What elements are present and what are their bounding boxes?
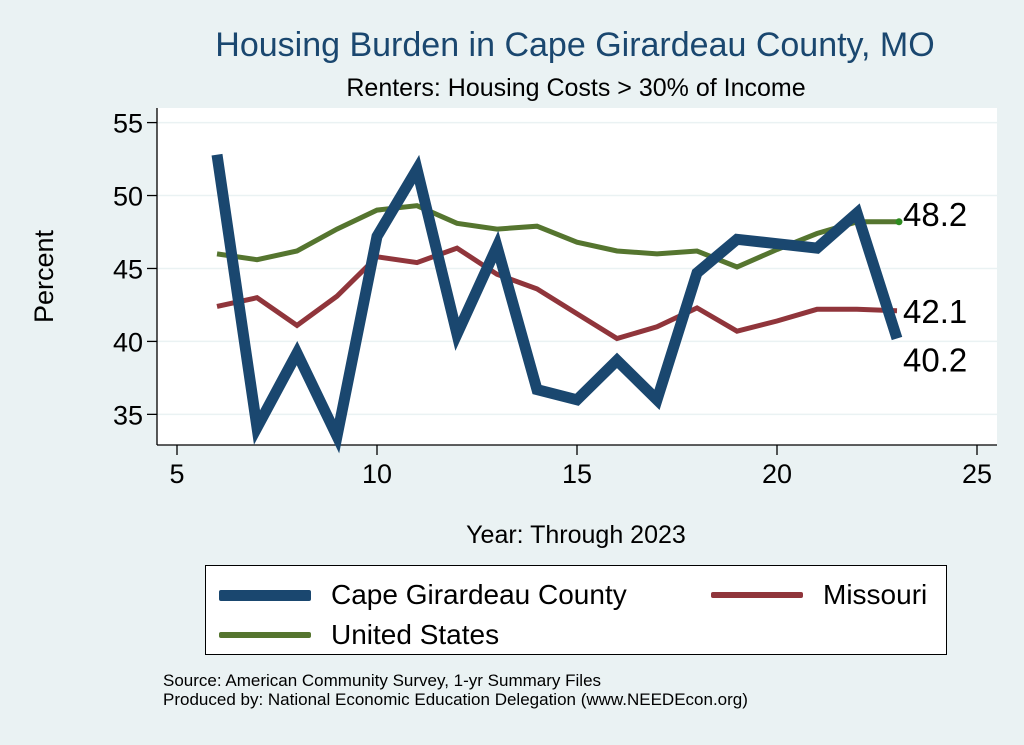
y-tick-label: 45: [113, 254, 143, 284]
chart-title: Housing Burden in Cape Girardeau County,…: [215, 26, 935, 64]
x-tick-label: 15: [562, 459, 592, 489]
producer-line: Produced by: National Economic Education…: [163, 690, 748, 709]
y-axis-title: Percent: [29, 229, 59, 323]
end-label-united-states: 48.2: [903, 196, 967, 233]
legend-swatch-missouri: [711, 592, 803, 598]
x-tick-label: 10: [362, 459, 392, 489]
legend-item-cape-girardeau: Cape Girardeau County: [219, 579, 627, 611]
y-tick-label: 55: [113, 109, 143, 139]
legend-item-missouri: Missouri: [711, 579, 927, 611]
end-label-cape-girardeau: 40.2: [903, 342, 967, 379]
legend-label: United States: [331, 619, 500, 650]
x-tick-label: 5: [169, 459, 184, 489]
end-label-missouri: 42.1: [903, 293, 967, 330]
x-tick-label: 20: [762, 459, 792, 489]
plot-area: [157, 108, 997, 445]
y-tick-label: 40: [113, 327, 143, 357]
y-tick-label: 35: [113, 400, 143, 430]
source-line: Source: American Community Survey, 1-yr …: [163, 671, 602, 690]
x-tick-label: 25: [962, 459, 992, 489]
series-line-cape-girardeau: [211, 153, 903, 454]
y-tick-label: 50: [113, 182, 143, 212]
end-marker-united-states: [895, 218, 903, 226]
x-axis-title: Year: Through 2023: [466, 521, 686, 549]
series-line-missouri: [216, 245, 898, 342]
legend-item-united-states: United States: [219, 619, 499, 651]
legend-swatch-cape-girardeau: [219, 589, 311, 601]
chart-subtitle: Renters: Housing Costs > 30% of Income: [346, 74, 806, 102]
legend-label: Missouri: [823, 579, 928, 610]
legend-swatch-united-states: [219, 632, 311, 638]
source-note: Source: American Community Survey, 1-yr …: [163, 671, 748, 709]
legend-label: Cape Girardeau County: [331, 579, 627, 610]
legend: Cape Girardeau County Missouri United St…: [205, 565, 947, 655]
